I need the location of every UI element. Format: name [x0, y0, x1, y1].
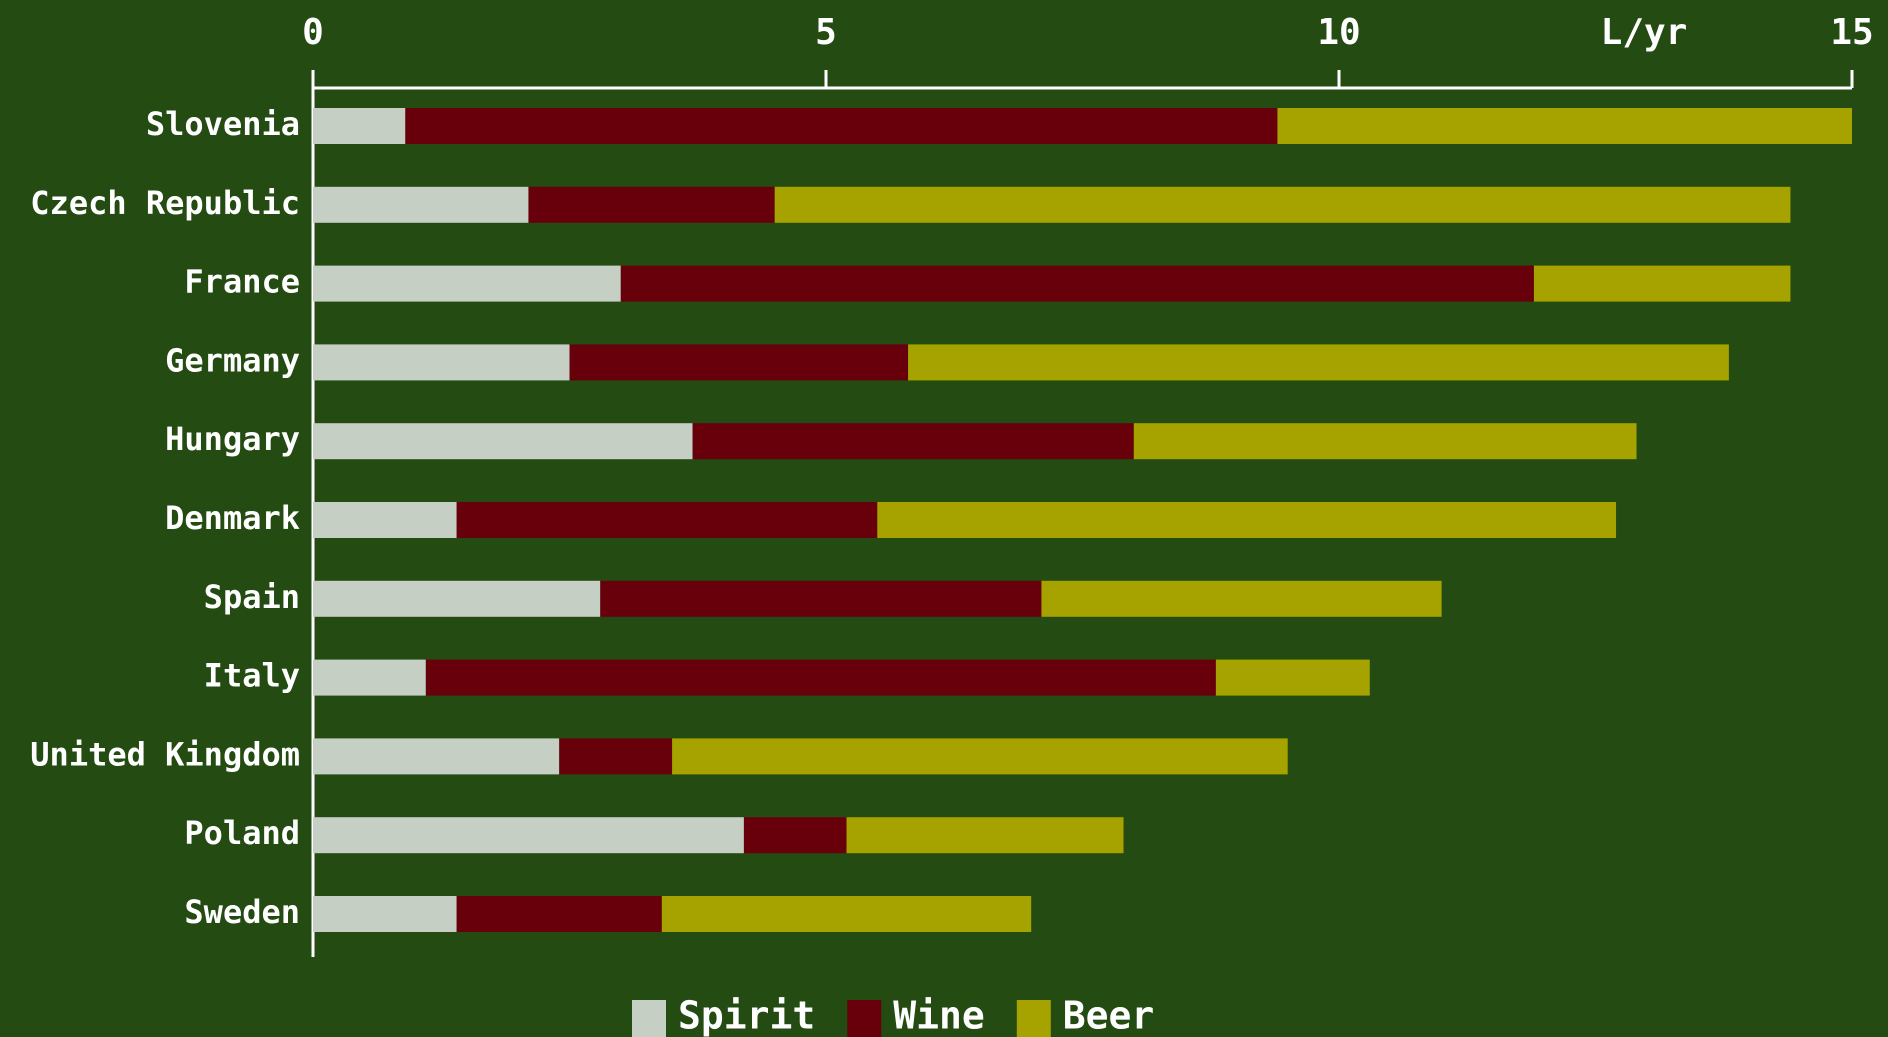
bar-segment: [313, 817, 744, 854]
y-tick-label: Sweden: [184, 893, 300, 931]
bar-segment: [908, 344, 1729, 381]
bar-segment: [456, 896, 662, 932]
y-tick-label: Hungary: [165, 420, 300, 458]
bar-segment: [846, 817, 1124, 854]
y-tick-label: United Kingdom: [30, 735, 300, 773]
legend-label: Beer: [1063, 994, 1155, 1037]
bar-segment: [1133, 423, 1637, 460]
y-tick-label: Czech Republic: [30, 184, 300, 222]
legend-swatch: [847, 1000, 882, 1037]
bar-segment: [528, 186, 775, 223]
y-tick-label: Italy: [204, 657, 300, 695]
legend-label: Wine: [893, 994, 985, 1037]
axis-label: L/yr: [1601, 12, 1688, 53]
y-tick-label: Denmark: [165, 499, 300, 537]
y-tick-label: Poland: [184, 814, 300, 852]
bar-segment: [1277, 108, 1852, 144]
bar-segment: [313, 896, 457, 932]
bar-segment: [559, 738, 673, 775]
legend-swatch: [632, 1000, 666, 1037]
bar-segment: [313, 186, 529, 223]
legend-swatch: [1016, 1000, 1051, 1037]
bar-segment: [1041, 580, 1442, 617]
bar-segment: [405, 108, 1278, 144]
legend-label: Spirit: [678, 994, 815, 1037]
bar-segment: [661, 896, 1032, 932]
bar-segment: [313, 344, 570, 381]
x-tick-label: 5: [815, 12, 837, 53]
x-tick-label: 10: [1317, 12, 1360, 53]
bar-segment: [672, 738, 1288, 775]
y-tick-label: France: [184, 263, 300, 301]
bar-segment: [569, 344, 909, 381]
bar-segment: [425, 659, 1216, 696]
bar-segment: [313, 423, 693, 460]
y-tick-label: Germany: [165, 341, 300, 379]
bar-segment: [1533, 265, 1791, 302]
y-tick-label: Spain: [204, 578, 300, 616]
bar-segment: [456, 502, 878, 538]
bar-segment: [743, 817, 847, 854]
bar-segment: [313, 502, 457, 538]
bar-segment: [313, 580, 601, 617]
bar-segment: [1215, 659, 1370, 696]
bar-segment: [313, 265, 621, 302]
bar-segment: [877, 502, 1617, 538]
bar-segment: [313, 659, 426, 696]
bar-segment: [600, 580, 1042, 617]
bar-segment: [313, 738, 560, 775]
bar-segment: [692, 423, 1134, 460]
x-tick-label: 0: [302, 12, 324, 53]
y-tick-label: Slovenia: [146, 105, 300, 143]
bar-segment: [774, 186, 1791, 223]
bar-segment: [313, 108, 406, 144]
bar-segment: [620, 265, 1534, 302]
x-tick-label: 15: [1830, 12, 1873, 53]
